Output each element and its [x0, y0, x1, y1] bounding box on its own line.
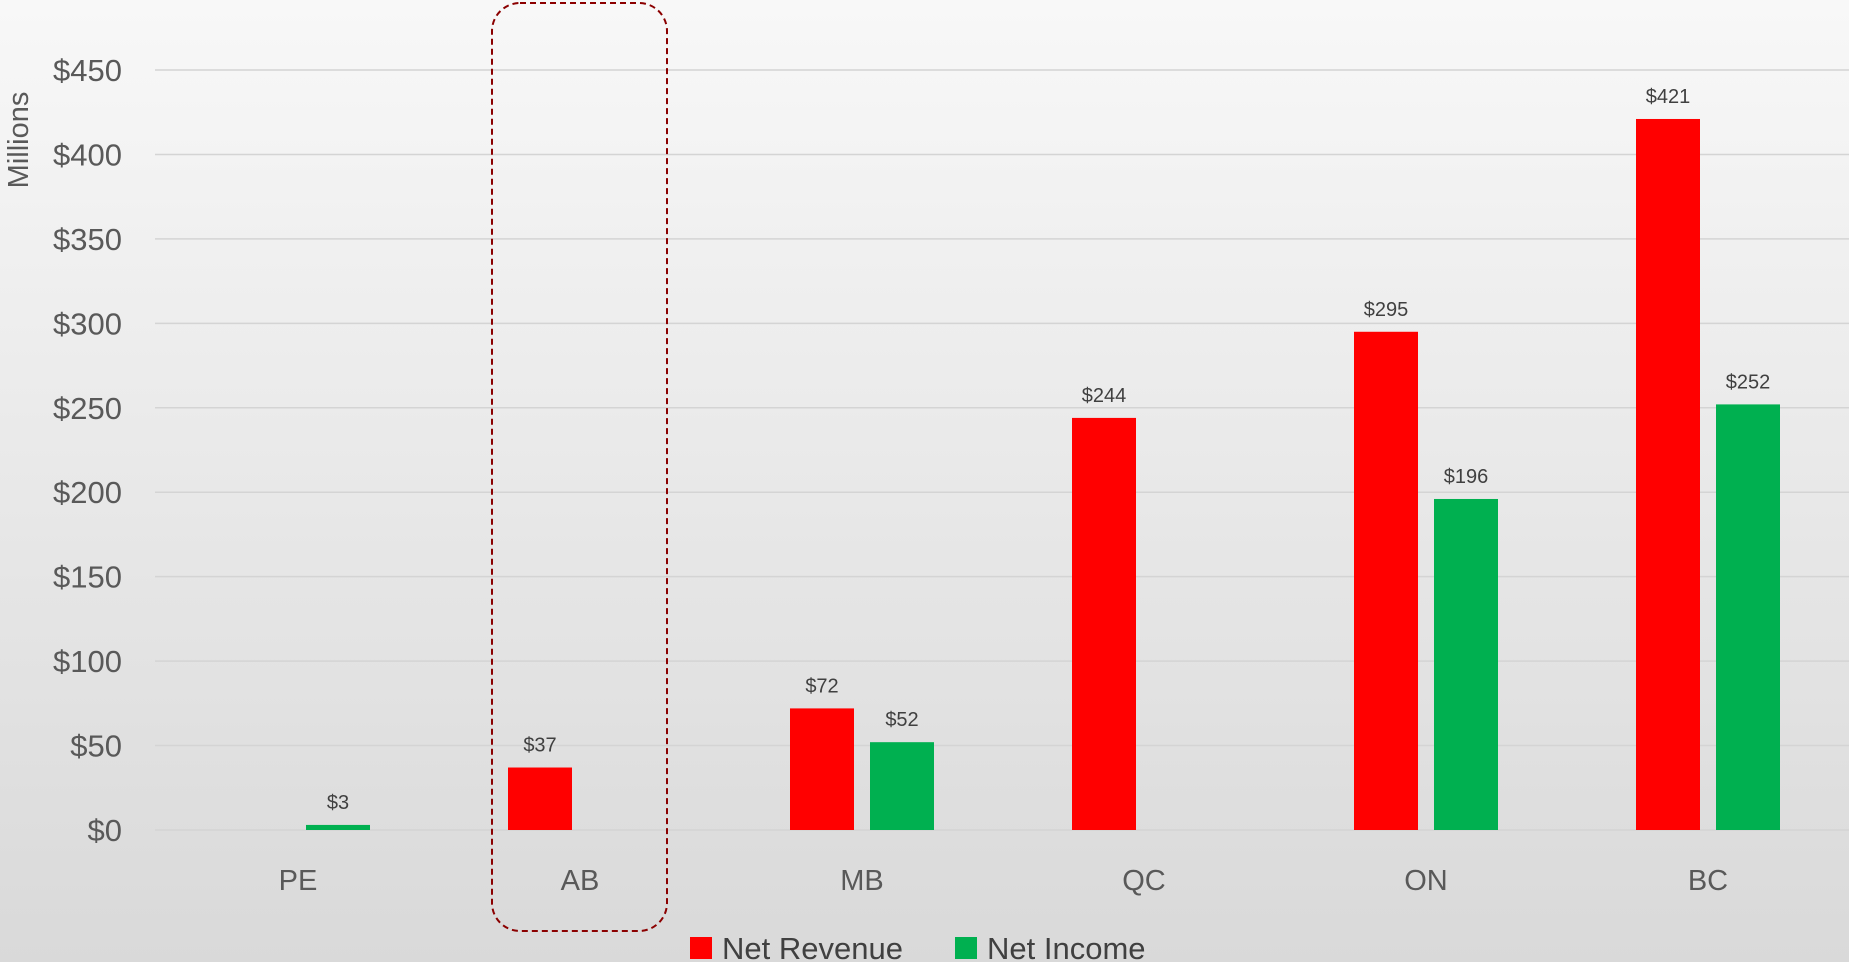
x-category-label: BC [1688, 865, 1728, 897]
y-tick-label: $350 [53, 222, 122, 257]
bar-net-income-on [1434, 498, 1498, 830]
legend-swatch [690, 937, 712, 959]
bar-net-revenue-bc [1636, 118, 1700, 830]
bar-net-revenue-mb [790, 708, 854, 830]
y-tick-label: $400 [53, 137, 122, 172]
y-axis-ticks: $0 $50 $100 $150 $200 $250 $300 $350 $400 $450 [53, 53, 122, 848]
x-category-label: PE [279, 865, 318, 897]
y-tick-label: $250 [53, 391, 122, 426]
x-axis-categories: PE AB MB QC ON BC [279, 865, 1728, 897]
legend-swatch [955, 937, 977, 959]
x-category-label: ON [1404, 865, 1448, 897]
data-label: $52 [885, 709, 918, 731]
data-label: $244 [1082, 385, 1127, 407]
data-label: $196 [1444, 466, 1489, 488]
data-labels: $37 $72 $244 $295 $421 $3 $52 $196 $252 [327, 86, 1770, 814]
bar-net-income-mb [870, 742, 934, 830]
y-tick-label: $300 [53, 306, 122, 341]
bar-net-revenue-qc [1072, 417, 1136, 830]
y-tick-label: $200 [53, 475, 122, 510]
bar-net-revenue-on [1354, 331, 1418, 830]
legend-label: Net Revenue [722, 931, 903, 962]
bar-net-revenue-ab [508, 767, 572, 830]
legend-label: Net Income [987, 931, 1146, 962]
y-tick-label: $50 [70, 729, 122, 764]
data-label: $72 [805, 675, 838, 697]
x-category-label: MB [840, 865, 884, 897]
y-tick-label: $450 [53, 53, 122, 88]
data-label: $421 [1646, 86, 1691, 108]
legend: Net Revenue Net Income [690, 931, 1146, 962]
data-label: $295 [1364, 299, 1409, 321]
y-tick-label: $100 [53, 644, 122, 679]
y-axis-title: Millions [3, 92, 35, 189]
y-tick-label: $150 [53, 560, 122, 595]
data-label: $252 [1726, 371, 1771, 393]
y-tick-label: $0 [88, 813, 122, 848]
bar-net-income-pe [306, 824, 370, 830]
data-label: $3 [327, 792, 349, 814]
bar-net-income-bc [1716, 404, 1780, 830]
gridlines [155, 69, 1849, 831]
x-category-label: QC [1122, 865, 1166, 897]
data-label: $37 [523, 735, 556, 757]
x-category-label: AB [561, 865, 600, 897]
bars [306, 118, 1780, 830]
